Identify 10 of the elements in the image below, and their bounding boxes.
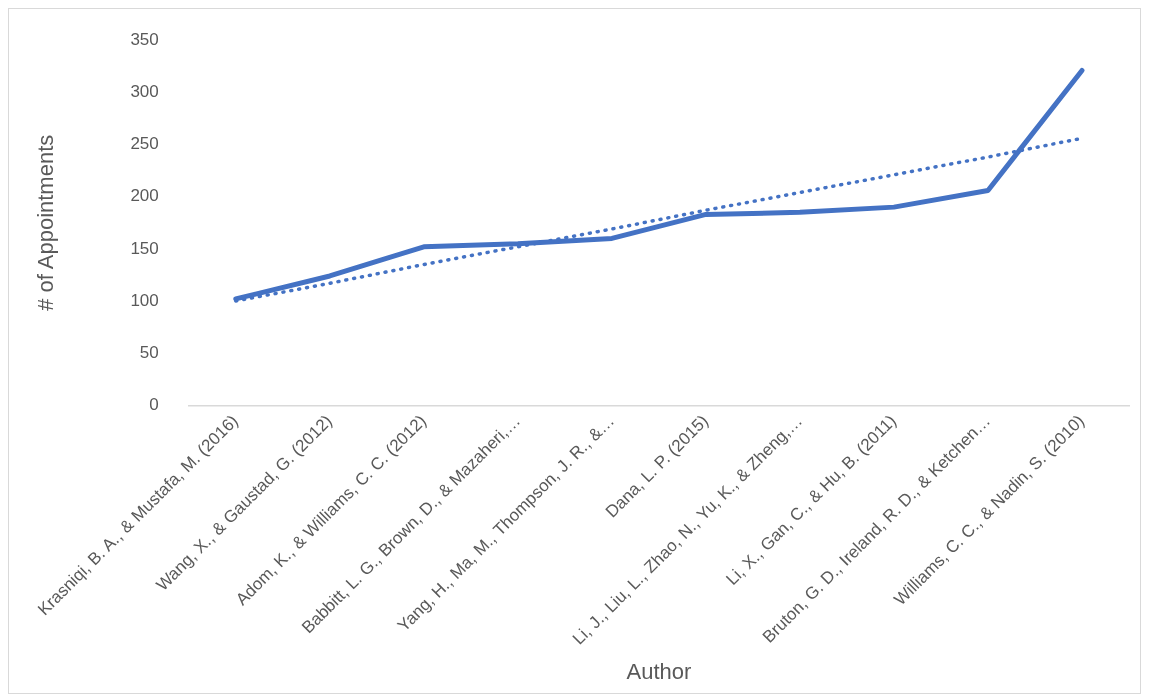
y-tick-label: 150 bbox=[130, 238, 159, 258]
y-tick-label: 200 bbox=[130, 186, 159, 206]
y-tick-label: 100 bbox=[130, 290, 159, 310]
y-axis-title: # of Appointments bbox=[33, 134, 59, 311]
y-tick-label: 0 bbox=[149, 395, 159, 415]
y-tick-label: 350 bbox=[130, 29, 159, 49]
y-tick-label: 300 bbox=[130, 82, 159, 102]
y-tick-label: 250 bbox=[130, 134, 159, 154]
x-axis-title: Author bbox=[626, 658, 692, 684]
y-tick-label: 50 bbox=[139, 342, 159, 362]
